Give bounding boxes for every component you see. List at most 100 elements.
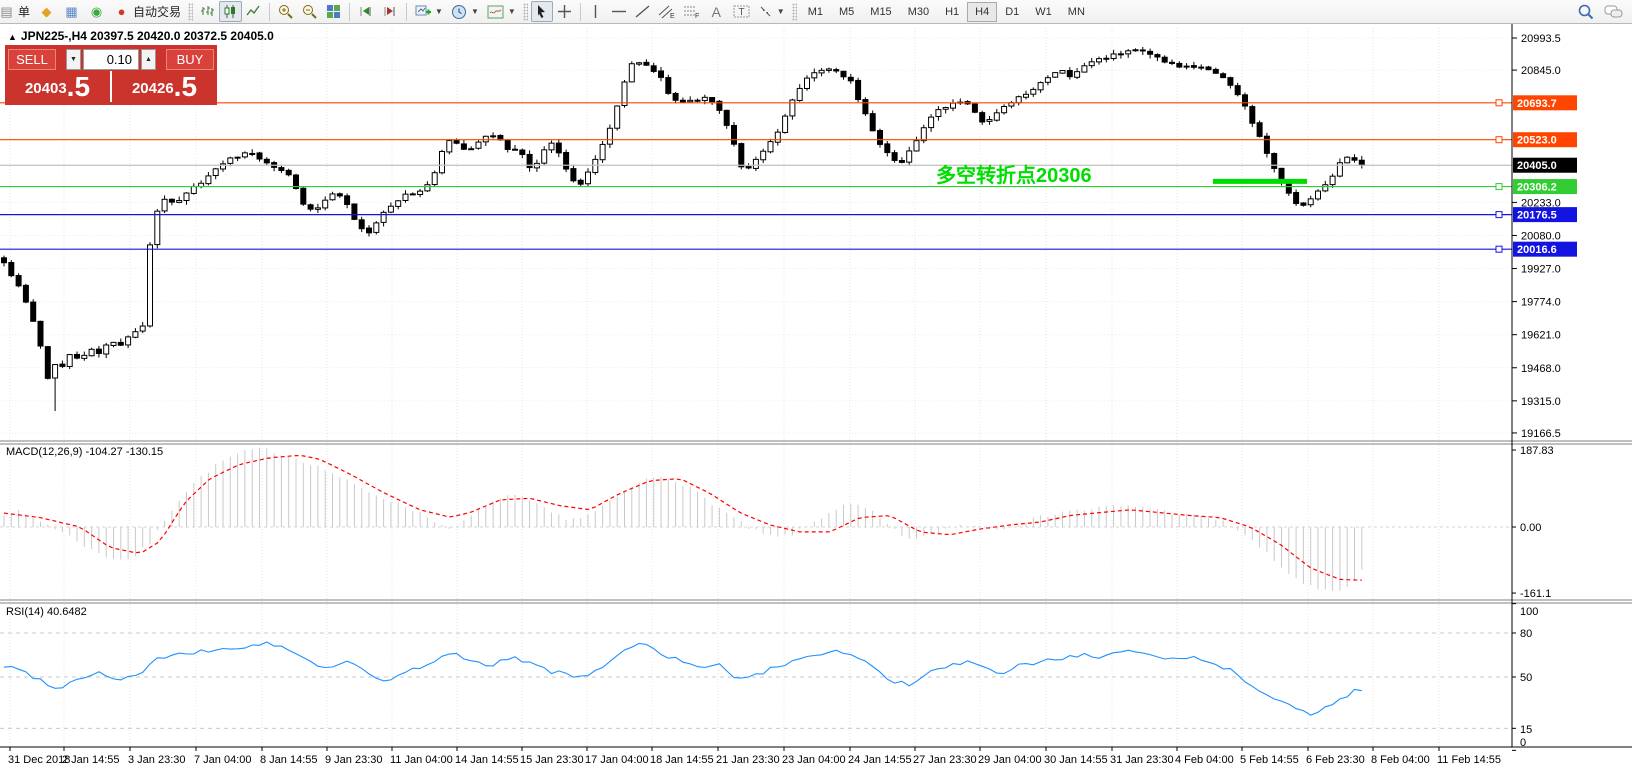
svg-text:11 Jan 04:00: 11 Jan 04:00 bbox=[390, 754, 453, 766]
svg-text:T: T bbox=[738, 7, 744, 18]
vertical-line-button[interactable] bbox=[585, 1, 607, 22]
templates-icon bbox=[487, 5, 504, 18]
crosshair-button[interactable] bbox=[553, 1, 576, 22]
svg-text:20233.0: 20233.0 bbox=[1521, 197, 1561, 209]
svg-text:20176.5: 20176.5 bbox=[1517, 210, 1557, 222]
svg-text:29 Jan 04:00: 29 Jan 04:00 bbox=[978, 754, 1042, 766]
text-label-icon: T bbox=[733, 5, 750, 18]
trendline-button[interactable] bbox=[631, 1, 654, 22]
tile-windows-icon bbox=[327, 5, 341, 18]
svg-text:3 Jan 23:30: 3 Jan 23:30 bbox=[128, 754, 186, 766]
svg-text:19774.0: 19774.0 bbox=[1521, 297, 1561, 309]
annotation-text[interactable]: 多空转折点20306 bbox=[936, 165, 1092, 187]
chat-icon[interactable] bbox=[1604, 4, 1624, 20]
svg-text:20080.0: 20080.0 bbox=[1521, 230, 1561, 242]
zoom-out-button[interactable] bbox=[298, 1, 322, 22]
new-chart-icon bbox=[415, 5, 432, 16]
new-order-button[interactable]: ▤ 单 bbox=[0, 1, 34, 22]
toolbar-separator bbox=[349, 2, 351, 21]
svg-text:27 Jan 23:30: 27 Jan 23:30 bbox=[913, 754, 977, 766]
tf-w1[interactable]: W1 bbox=[1035, 5, 1052, 18]
chart-canvas[interactable]: 20993.5 20845.0 20233.0 20080.0 19927.0 19774… bbox=[0, 24, 1632, 769]
svg-text:31 Jan 23:30: 31 Jan 23:30 bbox=[1110, 754, 1174, 766]
sell-price-button[interactable]: 20403.5 bbox=[24, 71, 91, 102]
tf-d1[interactable]: D1 bbox=[1005, 5, 1020, 18]
toolbar-separator bbox=[406, 2, 408, 21]
price-badge bbox=[1513, 179, 1577, 195]
line-handle bbox=[1495, 183, 1503, 191]
fibonacci-button[interactable]: F bbox=[679, 1, 704, 22]
svg-text:8 Jan 14:55: 8 Jan 14:55 bbox=[260, 754, 318, 766]
svg-text:15: 15 bbox=[1520, 724, 1532, 736]
candlestick-button[interactable] bbox=[219, 1, 243, 22]
trade-panel-expander[interactable]: ▲ bbox=[8, 32, 17, 42]
horizontal-line-button[interactable] bbox=[607, 1, 631, 22]
templates-button[interactable]: ▼ bbox=[483, 1, 520, 22]
svg-text:4 Feb 04:00: 4 Feb 04:00 bbox=[1175, 754, 1234, 766]
market-watch-icon: ◆ bbox=[41, 4, 52, 19]
candlestick-icon bbox=[224, 5, 236, 18]
line-chart-button[interactable] bbox=[242, 1, 265, 22]
zoom-in-button[interactable] bbox=[274, 1, 298, 22]
tf-h4[interactable]: H4 bbox=[967, 1, 998, 22]
price-badge bbox=[1513, 207, 1577, 223]
tf-m5[interactable]: M5 bbox=[839, 5, 855, 18]
tf-mn[interactable]: MN bbox=[1067, 5, 1085, 18]
price-lines[interactable] bbox=[0, 102, 1512, 250]
autotrading-button[interactable]: ● 自动交易 bbox=[109, 1, 185, 22]
signals-button[interactable]: ◉ bbox=[84, 1, 109, 22]
new-chart-button[interactable]: ▼ bbox=[411, 1, 447, 22]
svg-text:19166.5: 19166.5 bbox=[1521, 428, 1561, 440]
svg-text:100: 100 bbox=[1520, 606, 1538, 618]
cursor-button[interactable] bbox=[530, 1, 553, 22]
chart-shift-button[interactable] bbox=[378, 1, 402, 22]
text-button[interactable]: A bbox=[704, 1, 729, 22]
volume-down-button[interactable]: ▼ bbox=[66, 48, 81, 70]
vertical-line-icon bbox=[595, 5, 597, 18]
tf-h1[interactable]: H1 bbox=[945, 5, 960, 18]
terminal-button[interactable]: ▦ bbox=[59, 1, 84, 22]
volume-up-button[interactable]: ▲ bbox=[141, 48, 156, 70]
svg-text:9 Jan 23:30: 9 Jan 23:30 bbox=[325, 754, 383, 766]
rsi-indicator-label: RSI(14) 40.6482 bbox=[6, 606, 87, 618]
svg-text:50: 50 bbox=[1520, 672, 1532, 684]
price-axis[interactable]: 20993.5 20845.0 20233.0 20080.0 19927.0 19774… bbox=[1495, 33, 1577, 751]
candles bbox=[1, 46, 1365, 412]
svg-text:20693.7: 20693.7 bbox=[1517, 98, 1557, 110]
svg-text:20016.6: 20016.6 bbox=[1517, 244, 1557, 256]
buy-price-button[interactable]: 20426.5 bbox=[131, 71, 198, 102]
svg-text:23 Jan 04:00: 23 Jan 04:00 bbox=[782, 754, 846, 766]
buy-button[interactable]: BUY bbox=[166, 48, 214, 70]
macd-indicator-label: MACD(12,26,9) -104.27 -130.15 bbox=[6, 446, 164, 458]
dropdown-caret: ▼ bbox=[776, 7, 785, 16]
autoscroll-button[interactable] bbox=[354, 1, 378, 22]
grid bbox=[0, 28, 1512, 747]
toolbar-grip bbox=[791, 2, 797, 21]
fibonacci-icon: F bbox=[683, 6, 699, 19]
svg-text:-161.1: -161.1 bbox=[1520, 588, 1551, 600]
tf-m30[interactable]: M30 bbox=[907, 5, 930, 18]
svg-text:17 Jan 04:00: 17 Jan 04:00 bbox=[585, 754, 649, 766]
line-chart-icon bbox=[246, 5, 260, 16]
tf-m15[interactable]: M15 bbox=[870, 5, 892, 18]
svg-text:20845.0: 20845.0 bbox=[1521, 65, 1561, 77]
arrows-button[interactable]: ▼ bbox=[754, 1, 789, 22]
toolbar-grip bbox=[522, 2, 528, 21]
market-watch-button[interactable]: ◆ bbox=[34, 1, 59, 22]
search-icon[interactable] bbox=[1578, 4, 1594, 20]
tf-m1[interactable]: M1 bbox=[807, 5, 823, 18]
equidistant-channel-button[interactable]: E bbox=[654, 1, 679, 22]
symbol-ohlc-line: ▲ JPN225-,H4 20397.5 20420.0 20372.5 2040… bbox=[8, 29, 274, 43]
zoom-in-icon bbox=[279, 4, 293, 19]
volume-input[interactable]: 0.10 bbox=[83, 48, 139, 70]
rsi-pane bbox=[3, 641, 1362, 716]
main-toolbar: ▤ 单 ◆ ▦ ◉ ● 自动交易 ▼ ▼ bbox=[0, 0, 1632, 24]
sell-button[interactable]: SELL bbox=[8, 48, 56, 70]
price-badge bbox=[1513, 241, 1577, 257]
bar-chart-button[interactable] bbox=[196, 1, 219, 22]
svg-text:21 Jan 23:30: 21 Jan 23:30 bbox=[716, 754, 780, 766]
text-label-button[interactable]: T bbox=[729, 1, 754, 22]
periods-button[interactable]: ▼ bbox=[447, 1, 483, 22]
tile-windows-button[interactable] bbox=[322, 1, 345, 22]
